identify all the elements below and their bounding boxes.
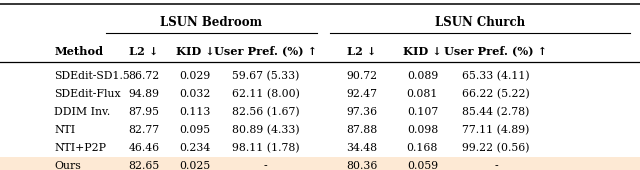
Text: 97.36: 97.36: [346, 107, 377, 117]
Text: User Pref. (%) ↑: User Pref. (%) ↑: [214, 46, 317, 56]
Text: 87.88: 87.88: [346, 125, 377, 135]
Text: LSUN Bedroom: LSUN Bedroom: [160, 16, 262, 29]
Text: Ours: Ours: [54, 161, 81, 170]
Text: 65.33 (4.11): 65.33 (4.11): [462, 71, 530, 81]
Text: NTI+P2P: NTI+P2P: [54, 143, 106, 153]
Text: 92.47: 92.47: [346, 89, 377, 99]
Text: 46.46: 46.46: [129, 143, 159, 153]
Text: 87.95: 87.95: [129, 107, 159, 117]
Text: 82.56 (1.67): 82.56 (1.67): [232, 107, 300, 117]
Text: -: -: [264, 161, 268, 170]
Text: 0.113: 0.113: [179, 107, 211, 117]
Bar: [0, 157, 640, 170]
Text: DDIM Inv.: DDIM Inv.: [54, 107, 111, 117]
Text: L2 ↓: L2 ↓: [347, 46, 376, 56]
Text: 77.11 (4.89): 77.11 (4.89): [462, 125, 530, 135]
Text: 90.72: 90.72: [346, 71, 377, 81]
Text: 0.095: 0.095: [180, 125, 211, 135]
Text: 99.22 (0.56): 99.22 (0.56): [462, 143, 530, 153]
Text: -: -: [494, 161, 498, 170]
Text: 0.089: 0.089: [407, 71, 438, 81]
Text: 0.025: 0.025: [180, 161, 211, 170]
Text: 0.234: 0.234: [180, 143, 211, 153]
Text: Method: Method: [54, 46, 104, 56]
Text: 0.098: 0.098: [407, 125, 438, 135]
Text: 82.77: 82.77: [129, 125, 159, 135]
Text: 0.032: 0.032: [179, 89, 211, 99]
Text: 34.48: 34.48: [346, 143, 377, 153]
Text: 98.11 (1.78): 98.11 (1.78): [232, 143, 300, 153]
Text: 0.059: 0.059: [407, 161, 438, 170]
Text: 82.65: 82.65: [129, 161, 159, 170]
Text: LSUN Church: LSUN Church: [435, 16, 525, 29]
Text: 66.22 (5.22): 66.22 (5.22): [462, 89, 530, 99]
Text: 59.67 (5.33): 59.67 (5.33): [232, 71, 300, 81]
Text: SDEdit-Flux: SDEdit-Flux: [54, 89, 121, 99]
Text: L2 ↓: L2 ↓: [129, 46, 159, 56]
Text: KID ↓: KID ↓: [176, 46, 214, 56]
Text: 0.107: 0.107: [407, 107, 438, 117]
Text: 85.44 (2.78): 85.44 (2.78): [462, 107, 530, 117]
Text: SDEdit-SD1.5: SDEdit-SD1.5: [54, 71, 130, 81]
Text: 80.89 (4.33): 80.89 (4.33): [232, 125, 300, 135]
Text: 80.36: 80.36: [346, 161, 378, 170]
Text: 62.11 (8.00): 62.11 (8.00): [232, 89, 300, 99]
Text: User Pref. (%) ↑: User Pref. (%) ↑: [444, 46, 548, 56]
Text: 0.081: 0.081: [406, 89, 438, 99]
Text: 0.029: 0.029: [180, 71, 211, 81]
Text: 0.168: 0.168: [406, 143, 438, 153]
Text: KID ↓: KID ↓: [403, 46, 442, 56]
Text: 86.72: 86.72: [129, 71, 159, 81]
Text: NTI: NTI: [54, 125, 76, 135]
Text: 94.89: 94.89: [129, 89, 159, 99]
